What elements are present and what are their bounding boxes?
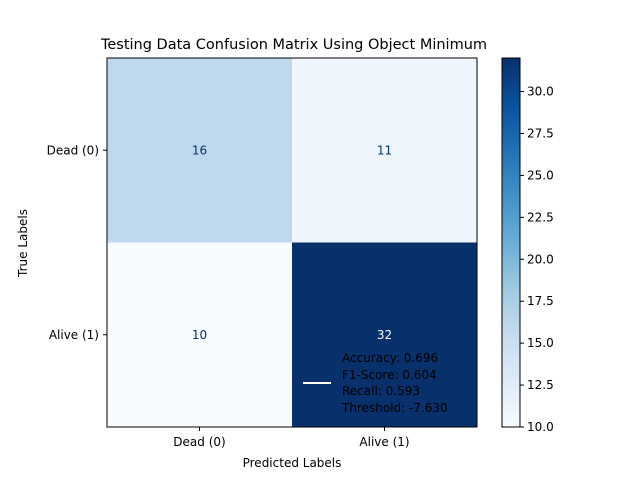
cell-value-label: 32	[377, 328, 392, 342]
colorbar-tick-label: 10.0	[527, 420, 554, 434]
plot-frame	[106, 57, 478, 428]
heatmap-cell	[107, 58, 292, 243]
colorbar-tick-label: 15.0	[527, 336, 554, 350]
legend-line-threshold: Threshold: -7.630	[341, 401, 448, 415]
y-axis-ticks: Dead (0) Alive (1)	[47, 143, 107, 342]
y-tick-label: Alive (1)	[49, 328, 99, 342]
heatmap-cell	[292, 242, 477, 427]
colorbar-tick-label: 25.0	[527, 168, 554, 182]
legend-line-accuracy: Accuracy: 0.696	[342, 351, 438, 365]
colorbar-tick-label: 30.0	[527, 85, 554, 99]
colorbar-tick-label: 22.5	[527, 210, 554, 224]
colorbar-tick-label: 17.5	[527, 294, 554, 308]
cell-value-label: 10	[192, 328, 207, 342]
heatmap-cells: 16 11 10 32	[107, 58, 477, 427]
colorbar	[501, 57, 521, 428]
x-tick-label: Alive (1)	[359, 435, 409, 449]
metrics-legend: Accuracy: 0.696 F1-Score: 0.604 Recall: …	[303, 351, 448, 415]
x-tick-label: Dead (0)	[173, 435, 225, 449]
legend-line-f1: F1-Score: 0.604	[342, 368, 437, 382]
colorbar-tick-label: 20.0	[527, 252, 554, 266]
y-axis-label: True Labels	[16, 209, 30, 278]
colorbar-ticks: 10.0 12.5 15.0 17.5 20.0 22.5 25.0 27.5 30.0	[520, 85, 554, 434]
x-axis-label: Predicted Labels	[243, 456, 342, 470]
colorbar-tick-label: 12.5	[527, 378, 554, 392]
cell-value-label: 11	[377, 143, 392, 157]
legend-line-recall: Recall: 0.593	[342, 384, 420, 398]
y-tick-label: Dead (0)	[47, 143, 99, 157]
heatmap-cell	[292, 58, 477, 243]
x-axis-ticks: Dead (0) Alive (1)	[173, 427, 410, 449]
heatmap-cell	[107, 242, 292, 427]
chart-title: Testing Data Confusion Matrix Using Obje…	[100, 37, 487, 53]
colorbar-tick-label: 27.5	[527, 126, 554, 140]
cell-value-label: 16	[192, 143, 207, 157]
